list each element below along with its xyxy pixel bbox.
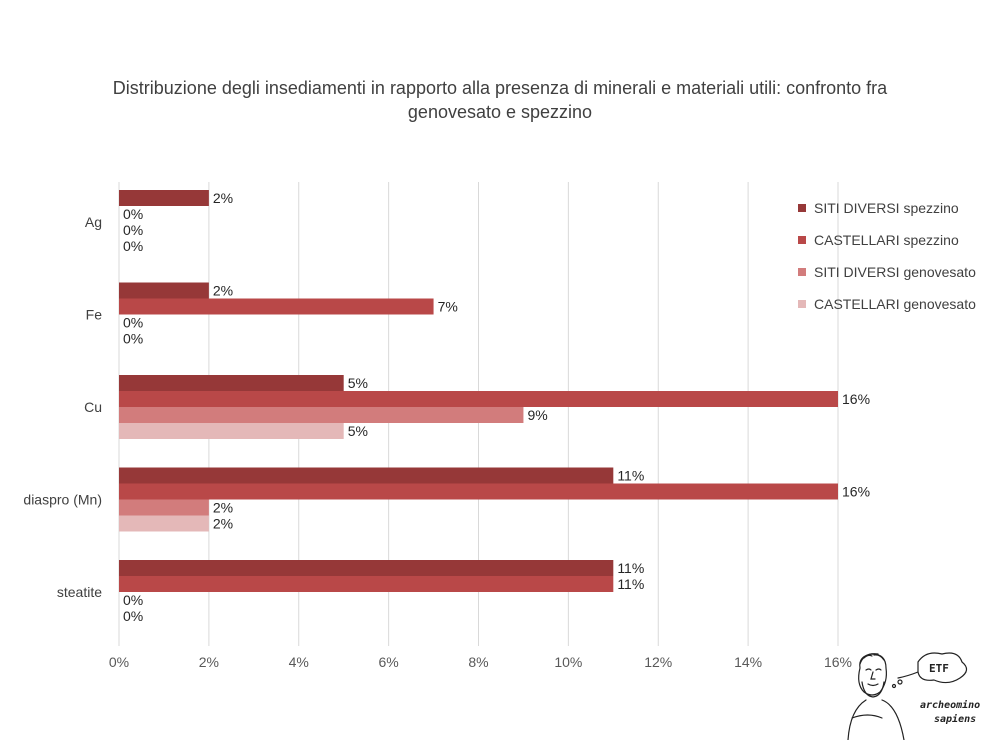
chart-title: Distribuzione degli insediamenti in rapp… (60, 76, 940, 124)
chart-title-line-1: Distribuzione degli insediamenti in rapp… (112, 78, 888, 98)
data-label: 11% (617, 576, 644, 592)
category-label: Ag (85, 214, 102, 230)
data-label: 5% (348, 423, 368, 439)
chart-title-line-2: genovesato e spezzino (407, 102, 593, 122)
x-tick-label: 4% (289, 654, 309, 670)
data-label: 0% (123, 608, 143, 624)
legend-label: SITI DIVERSI spezzino (814, 200, 959, 216)
category-label: Fe (86, 307, 103, 323)
data-label: 0% (123, 222, 143, 238)
data-label: 2% (213, 190, 233, 206)
x-tick-label: 6% (379, 654, 399, 670)
data-label: 5% (348, 375, 368, 391)
chart-legend: SITI DIVERSI spezzino CASTELLARI spezzin… (798, 192, 976, 320)
data-label: 16% (842, 391, 870, 407)
logo-text-line-1: archeomino (920, 699, 980, 711)
bar (119, 483, 838, 500)
legend-item-castellari-genovesato: CASTELLARI genovesato (798, 288, 976, 320)
legend-swatch (798, 268, 806, 276)
bar (119, 499, 209, 516)
data-label: 0% (123, 331, 143, 347)
x-tick-label: 12% (644, 654, 672, 670)
legend-label: SITI DIVERSI genovesato (814, 264, 976, 280)
x-tick-label: 16% (824, 654, 852, 670)
data-label: 0% (123, 206, 143, 222)
data-label: 11% (617, 560, 644, 576)
legend-item-castellari-spezzino: CASTELLARI spezzino (798, 224, 976, 256)
category-label: Cu (84, 399, 102, 415)
x-tick-label: 14% (734, 654, 762, 670)
bar (119, 375, 344, 391)
data-label: 0% (123, 238, 143, 254)
bar (119, 467, 614, 484)
data-label: 2% (213, 283, 233, 299)
data-label: 7% (438, 299, 458, 315)
category-label: steatite (57, 584, 102, 600)
legend-item-siti-diversi-spezzino: SITI DIVERSI spezzino (798, 192, 976, 224)
data-label: 9% (527, 407, 547, 423)
legend-label: CASTELLARI spezzino (814, 232, 959, 248)
bar (119, 560, 614, 576)
data-label: 11% (617, 468, 644, 484)
bar (119, 407, 524, 423)
legend-swatch (798, 236, 806, 244)
bar (119, 190, 209, 206)
x-tick-label: 2% (199, 654, 219, 670)
archeomino-logo: ETF archeomino sapiens (847, 652, 980, 740)
data-label: 16% (842, 484, 870, 500)
data-label: 2% (213, 500, 233, 516)
logo-bubble-text: ETF (929, 662, 949, 675)
x-tick-label: 0% (109, 654, 129, 670)
bar (119, 298, 434, 315)
bar (119, 576, 614, 592)
bar (119, 282, 209, 299)
x-tick-label: 10% (554, 654, 582, 670)
legend-swatch (798, 204, 806, 212)
legend-label: CASTELLARI genovesato (814, 296, 976, 312)
logo-text-line-2: sapiens (934, 713, 976, 725)
legend-swatch (798, 300, 806, 308)
bar (119, 515, 209, 532)
bar (119, 391, 838, 407)
bar (119, 423, 344, 439)
data-label: 2% (213, 516, 233, 532)
legend-item-siti-diversi-genovesato: SITI DIVERSI genovesato (798, 256, 976, 288)
data-label: 0% (123, 315, 143, 331)
x-tick-label: 8% (468, 654, 488, 670)
data-label: 0% (123, 592, 143, 608)
category-label: diaspro (Mn) (23, 492, 102, 508)
